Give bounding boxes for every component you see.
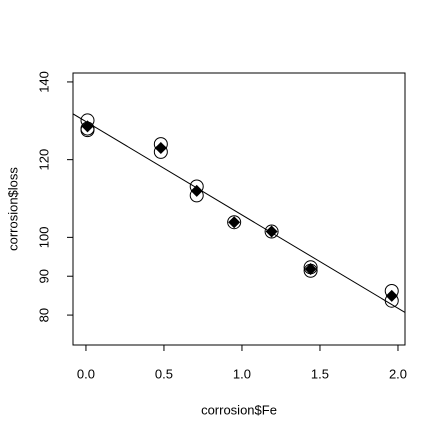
mean-point <box>385 289 398 302</box>
y-tick-label: 80 <box>36 308 51 322</box>
mean-point <box>190 184 203 197</box>
y-tick-label: 140 <box>36 71 51 93</box>
mean-point <box>304 263 317 276</box>
mean-point <box>228 216 241 229</box>
data-point <box>227 215 242 230</box>
mean-point <box>154 141 167 154</box>
x-tick-label: 0.0 <box>77 366 95 381</box>
plot-frame <box>72 72 406 346</box>
data-point <box>264 224 279 239</box>
x-tick-label: 1.5 <box>311 366 329 381</box>
mean-point <box>81 120 94 133</box>
y-tick-label: 120 <box>36 149 51 171</box>
x-tick-label: 0.5 <box>155 366 173 381</box>
fit-line <box>73 113 405 313</box>
y-axis-label: corrosion$loss <box>5 167 20 251</box>
x-tick-label: 2.0 <box>389 366 407 381</box>
x-tick-label: 1.0 <box>233 366 251 381</box>
mean-point <box>265 225 278 238</box>
y-tick-label: 90 <box>36 269 51 283</box>
y-tick-label: 100 <box>36 227 51 249</box>
plot-area <box>73 113 405 313</box>
x-axis-label: corrosion$Fe <box>201 402 277 417</box>
